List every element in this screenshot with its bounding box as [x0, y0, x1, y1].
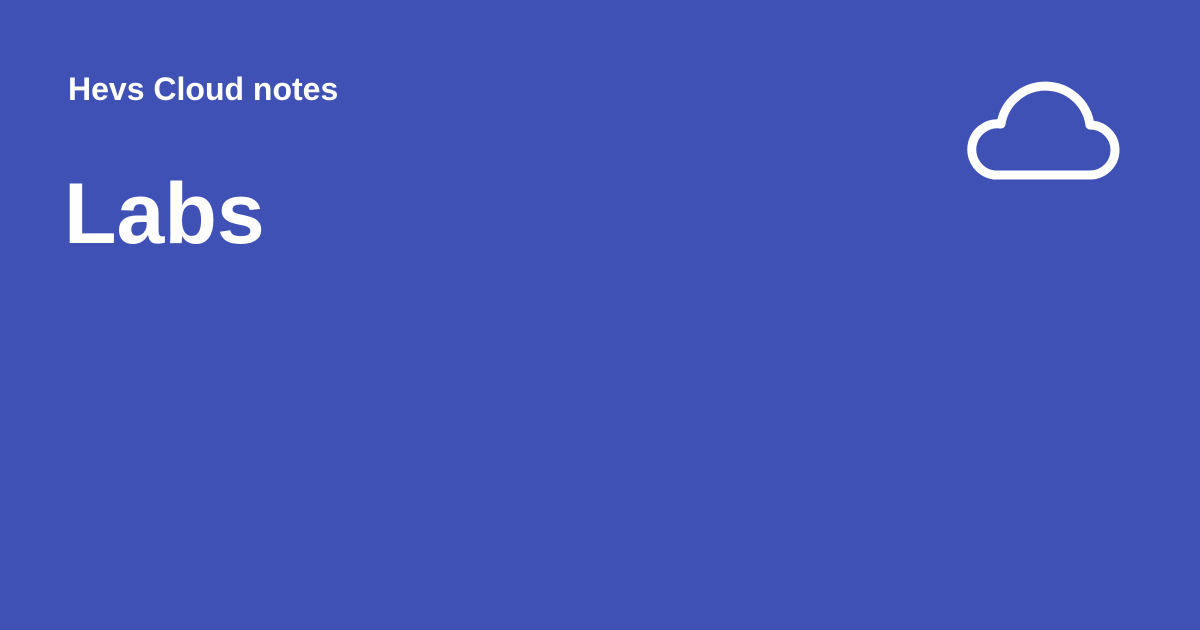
cloud-icon [960, 60, 1128, 196]
page-title: Labs [64, 166, 265, 262]
site-name: Hevs Cloud notes [68, 71, 339, 107]
